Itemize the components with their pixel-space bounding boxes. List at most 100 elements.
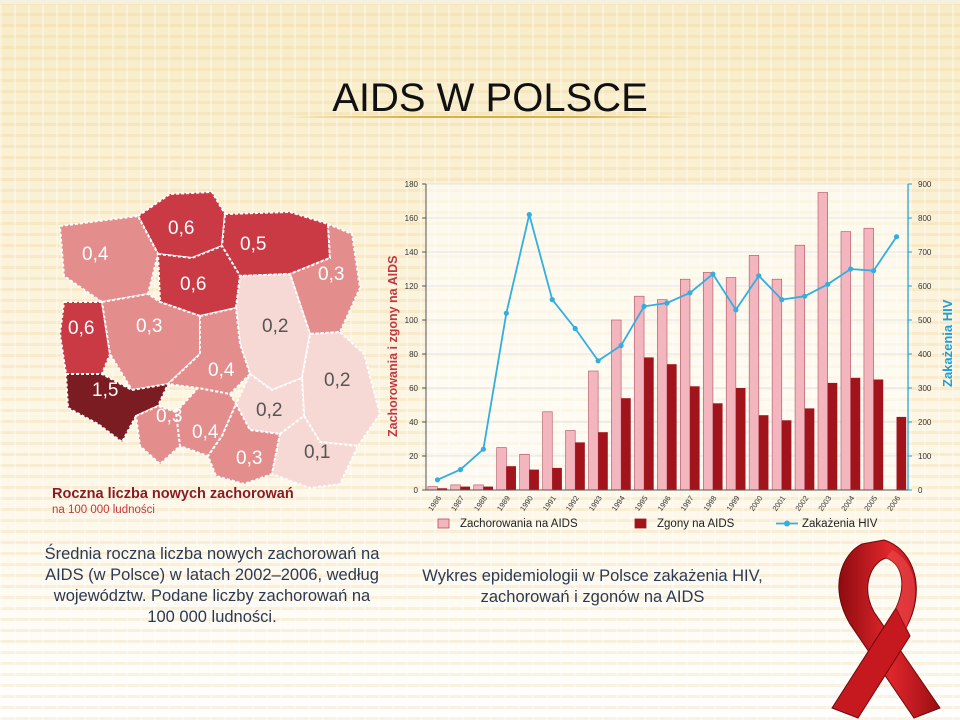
y2-tick-label: 400 [918,350,932,359]
x-tick-label: 1994 [610,494,627,513]
bar-zachorowania [817,192,828,491]
bar-zachorowania [634,295,645,491]
bar-zgony [689,386,700,490]
poland-map: 0,6 0,5 0,4 0,6 0,3 0,6 0,3 0,2 0,4 1,5 0,2 0,3 0,2 0… [52,190,382,516]
map-caption: Średnia roczna liczba nowych zachorowań … [44,545,380,626]
point-zakazenia-hiv [779,297,785,303]
map-region-value: 0,6 [68,318,94,339]
legend-swatch [437,518,450,529]
y-tick-label: 160 [405,214,419,223]
point-zakazenia-hiv [595,358,601,364]
x-tick-label: 1991 [541,494,558,513]
x-tick-label: 2002 [793,494,810,513]
y-tick-label: 40 [409,418,418,427]
bar-zgony [667,364,677,490]
point-zakazenia-hiv [848,266,854,272]
map-region-łódzkie [165,306,252,396]
x-tick-label: 2003 [816,494,833,513]
x-tick-label: 1993 [587,494,604,513]
chart-caption: Wykres epidemiologii w Polsce zakażenia … [422,567,763,606]
point-zakazenia-hiv [870,268,877,274]
y2-tick-label: 300 [918,384,932,393]
bar-zachorowania [542,411,553,491]
x-tick-label: 2000 [748,494,765,513]
x-tick-label: 2005 [862,494,879,513]
bar-zachorowania [863,227,874,491]
x-tick-label: 1989 [495,494,512,513]
bar-zgony [437,488,448,490]
y2-tick-label: 200 [918,418,932,427]
point-zakazenia-hiv [687,290,693,296]
epidemiology-chart: 0 20 40 60 80 100 120 140 160 180 0 100 200 300 400 500… [386,180,955,530]
legend-swatch [634,518,647,529]
y-axis-label: Zachorowania i zgony na AIDS [386,255,400,437]
point-zakazenia-hiv [641,303,647,309]
y2-tick-label: 600 [918,282,932,291]
x-tick-label: 2001 [770,494,787,513]
bar-zgony [758,415,769,490]
point-zakazenia-hiv [503,310,509,316]
bar-zgony [483,486,494,490]
y-tick-label: 180 [405,180,419,189]
bar-zachorowania [702,272,714,491]
title-underline [285,116,695,118]
map-region-podkarpackie [270,414,360,490]
x-tick-label: 1990 [518,494,535,513]
slide-title: AIDS W POLSCE [332,76,648,120]
map-region-value: 0,3 [156,406,182,427]
bar-zachorowania [473,484,484,491]
bar-zachorowania [427,486,438,491]
bar-zgony [621,398,631,490]
x-tick-label: 1988 [472,494,489,513]
y-tick-label: 20 [409,452,418,461]
map-region-value: 0,6 [180,274,206,295]
bar-zgony [735,388,746,490]
map-region-value: 0,4 [208,360,235,381]
map-region-value: 1,5 [92,380,118,401]
point-zakazenia-hiv [526,212,532,218]
point-zakazenia-hiv [457,467,464,473]
map-region-podlaskie [288,222,362,336]
legend-swatch [784,520,790,527]
map-region-value: 0,5 [240,234,266,255]
map-region-zachodniopomorskie [58,214,160,304]
y-tick-label: 0 [414,486,419,495]
map-region-value: 0,6 [168,218,194,239]
bar-zachorowania [657,299,668,491]
map-region-value: 0,3 [318,264,344,285]
bar-zachorowania [794,244,806,491]
bar-zgony [575,442,585,490]
point-zakazenia-hiv [733,307,739,313]
x-tick-label: 1996 [656,494,673,513]
x-tick-label: 2004 [839,494,856,513]
point-zakazenia-hiv [710,271,716,277]
point-zakazenia-hiv [825,281,831,287]
bar-zachorowania [588,370,599,491]
point-zakazenia-hiv [549,297,555,303]
map-region-value: 0,1 [304,442,330,463]
bar-zgony [781,420,792,490]
bar-zachorowania [748,255,760,491]
y2-tick-label: 800 [918,214,932,223]
point-zakazenia-hiv [618,342,624,349]
bar-zgony [850,377,861,490]
point-zakazenia-hiv [480,446,486,452]
map-region-value: 0,3 [236,448,262,469]
point-zakazenia-hiv [664,300,670,306]
y-tick-label: 60 [409,384,418,393]
x-tick-label: 2006 [885,494,902,513]
bar-zgony [552,467,562,490]
map-legend-title: Roczna liczba nowych zachorowań [52,486,294,502]
red-ribbon-icon [831,539,941,719]
y-tick-label: 100 [405,316,419,325]
bar-zachorowania [680,278,691,491]
map-region-value: 0,4 [192,422,219,443]
y2-axis-label: Zakażenia HIV [940,299,955,387]
y2-tick-label: 900 [918,180,932,189]
bar-zgony [804,408,815,490]
bar-zgony [529,469,539,490]
y-tick-label: 80 [409,350,418,359]
bar-zachorowania [519,453,530,491]
y-tick-label: 120 [405,282,419,291]
